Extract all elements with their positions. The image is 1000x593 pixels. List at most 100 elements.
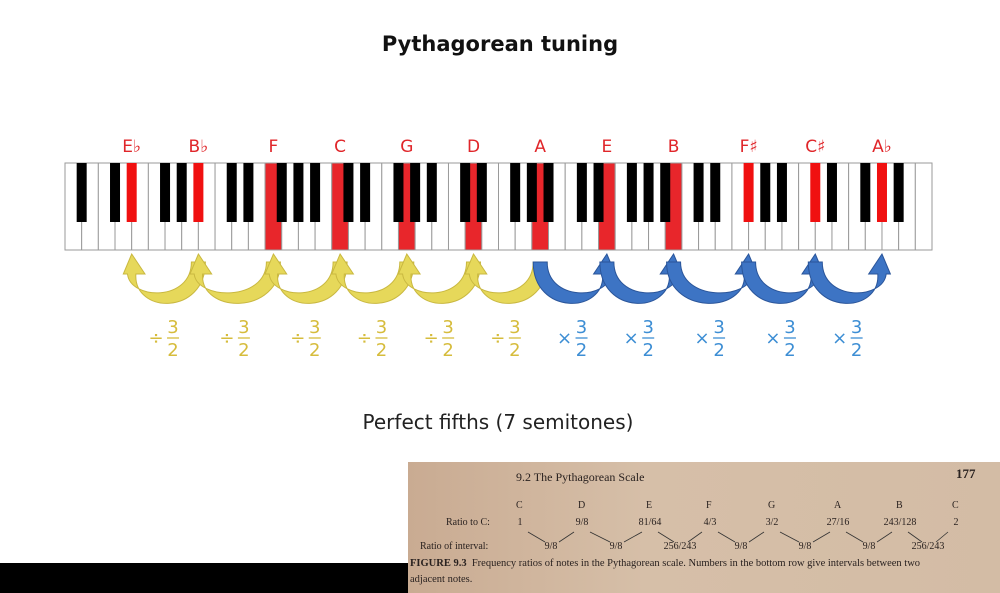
numerator: 3 bbox=[309, 317, 320, 338]
note-label: E♭ bbox=[122, 137, 141, 157]
black-key bbox=[593, 163, 604, 222]
numerator: 3 bbox=[167, 317, 178, 338]
zigzag-line bbox=[876, 531, 893, 543]
figure-caption-cont: adjacent notes. bbox=[410, 574, 473, 585]
black-key bbox=[693, 163, 704, 222]
note-label: E bbox=[602, 137, 613, 157]
numerator: 3 bbox=[509, 317, 520, 338]
curved-arrow-icon bbox=[397, 252, 481, 304]
operator-symbol: ÷ bbox=[290, 328, 305, 349]
book-ratio: 27/16 bbox=[826, 517, 850, 528]
book-note: F bbox=[706, 500, 712, 511]
black-key bbox=[293, 163, 304, 222]
black-key bbox=[243, 163, 254, 222]
numerator: 3 bbox=[576, 317, 587, 338]
zigzag-line bbox=[589, 531, 611, 543]
ratio-labels: ÷32÷32÷32÷32÷32÷32×32×32×32×32×32 bbox=[148, 317, 863, 361]
figure-caption: Frequency ratios of notes in the Pythago… bbox=[471, 558, 921, 569]
curved-arrow-icon bbox=[464, 252, 548, 304]
book-interval: 9/8 bbox=[544, 541, 558, 552]
black-key bbox=[576, 163, 587, 222]
operator-symbol: × bbox=[557, 328, 572, 349]
numerator: 3 bbox=[238, 317, 249, 338]
book-ratio: 2 bbox=[953, 517, 959, 528]
operator-symbol: × bbox=[624, 328, 639, 349]
operator-symbol: × bbox=[765, 328, 780, 349]
ratio-label: ×32 bbox=[832, 317, 863, 361]
numerator: 3 bbox=[376, 317, 387, 338]
interval-zigzag bbox=[527, 531, 949, 543]
denominator: 2 bbox=[442, 340, 453, 361]
operator-symbol: ÷ bbox=[219, 328, 234, 349]
note-label: G bbox=[400, 137, 413, 157]
black-key bbox=[760, 163, 771, 222]
black-key bbox=[193, 163, 204, 222]
book-header: 9.2 The Pythagorean Scale bbox=[516, 470, 645, 484]
ratio-label: ×32 bbox=[765, 317, 796, 361]
denominator: 2 bbox=[851, 340, 862, 361]
denominator: 2 bbox=[784, 340, 795, 361]
black-key bbox=[810, 163, 821, 222]
ratio-label: ÷32 bbox=[424, 317, 455, 361]
black-key bbox=[626, 163, 637, 222]
figure-label: FIGURE 9.3 bbox=[410, 558, 467, 569]
zigzag-line bbox=[687, 531, 703, 543]
book-ratio: 9/8 bbox=[575, 517, 589, 528]
white-key bbox=[914, 162, 933, 251]
black-key bbox=[426, 163, 437, 222]
piano-keyboard bbox=[64, 162, 933, 251]
zigzag-line bbox=[845, 531, 864, 543]
book-interval: 256/243 bbox=[663, 541, 697, 552]
denominator: 2 bbox=[376, 340, 387, 361]
ratio-label: ÷32 bbox=[219, 317, 250, 361]
book-note: A bbox=[834, 500, 842, 511]
denominator: 2 bbox=[309, 340, 320, 361]
book-interval: 9/8 bbox=[798, 541, 812, 552]
page-title: Pythagorean tuning bbox=[381, 32, 619, 56]
book-ratio: 81/64 bbox=[638, 517, 662, 528]
black-key bbox=[660, 163, 671, 222]
black-key bbox=[410, 163, 421, 222]
book-ratio: 1 bbox=[517, 517, 523, 528]
book-ratio: 243/128 bbox=[883, 517, 917, 528]
ratio-label: ÷32 bbox=[290, 317, 321, 361]
black-key bbox=[276, 163, 287, 222]
ratio-label: ÷32 bbox=[148, 317, 180, 361]
denominator: 2 bbox=[576, 340, 587, 361]
note-label: B bbox=[668, 137, 680, 157]
note-label: C♯ bbox=[805, 137, 825, 157]
book-note: D bbox=[578, 500, 586, 511]
black-key bbox=[460, 163, 471, 222]
operator-symbol: ÷ bbox=[357, 328, 372, 349]
black-key bbox=[826, 163, 837, 222]
black-key bbox=[76, 163, 87, 222]
book-note: B bbox=[896, 500, 903, 511]
fifth-arrows bbox=[122, 252, 892, 304]
book-interval: 9/8 bbox=[734, 541, 748, 552]
denominator: 2 bbox=[509, 340, 520, 361]
curved-arrow-icon bbox=[741, 252, 825, 304]
black-key bbox=[393, 163, 404, 222]
book-note: G bbox=[768, 500, 776, 511]
black-key bbox=[343, 163, 354, 222]
note-label: A♭ bbox=[872, 137, 892, 157]
ratio-row-label: Ratio to C: bbox=[446, 517, 490, 528]
book-ratio: 3/2 bbox=[765, 517, 779, 528]
numerator: 3 bbox=[442, 317, 453, 338]
black-key bbox=[893, 163, 904, 222]
curved-arrow-icon bbox=[189, 252, 281, 304]
book-interval: 9/8 bbox=[862, 541, 876, 552]
black-key bbox=[126, 163, 137, 222]
note-labels: E♭ B♭ F C G D A E B F♯ C♯ A♭ bbox=[122, 137, 891, 157]
curved-arrow-icon bbox=[599, 252, 683, 304]
zigzag-line bbox=[907, 531, 923, 543]
black-key bbox=[543, 163, 554, 222]
black-key bbox=[710, 163, 721, 222]
black-key bbox=[160, 163, 171, 222]
operator-symbol: × bbox=[695, 328, 710, 349]
black-key bbox=[876, 163, 887, 222]
black-key bbox=[643, 163, 654, 222]
denominator: 2 bbox=[713, 340, 724, 361]
curved-arrow-icon bbox=[532, 252, 617, 304]
black-key bbox=[526, 163, 537, 222]
